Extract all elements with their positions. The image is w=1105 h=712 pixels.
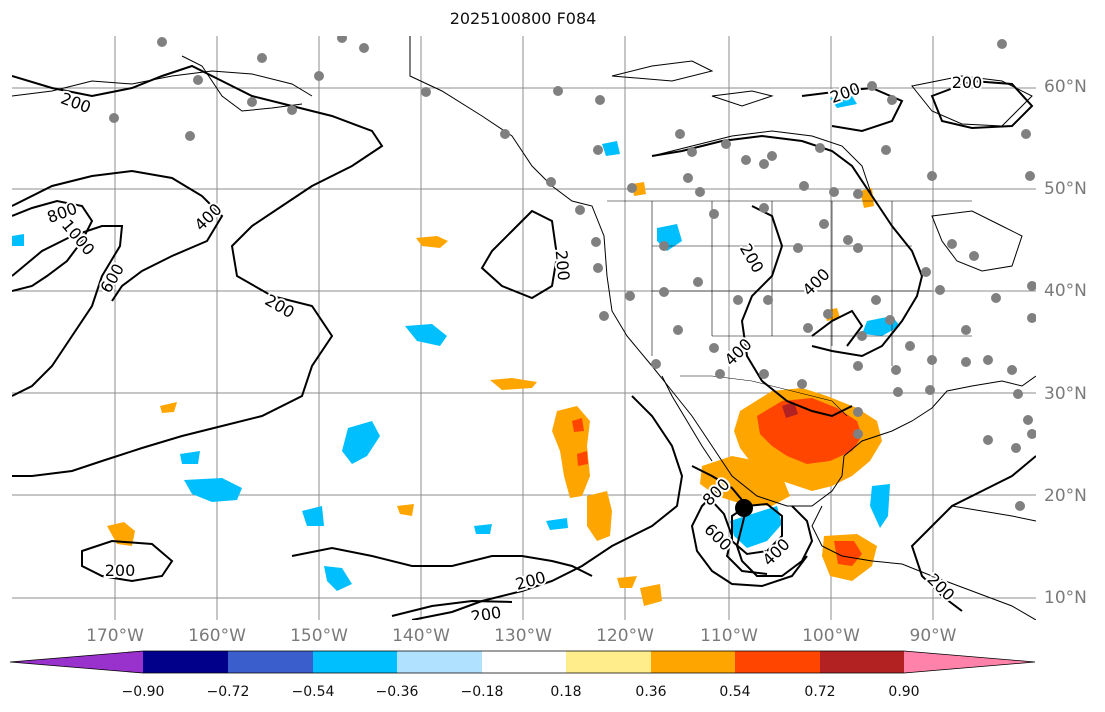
lon-label-120w: 120°W xyxy=(596,626,654,646)
positive-field-orange xyxy=(107,182,882,606)
lon-label-160w: 160°W xyxy=(188,626,246,646)
lat-label-30n: 30°N xyxy=(1044,384,1087,404)
colorbar-tick: 0.90 xyxy=(888,684,920,700)
lon-label-100w: 100°W xyxy=(802,626,860,646)
storm-center-marker xyxy=(735,499,753,517)
colorbar-tick: 0.18 xyxy=(550,684,582,700)
colorbar-swatch xyxy=(482,651,566,673)
contour-label: 600 xyxy=(700,520,735,555)
colorbar-swatch xyxy=(566,651,651,673)
contour-label: 200 xyxy=(262,290,298,322)
colorbar-swatch xyxy=(820,651,904,673)
graticule xyxy=(12,36,1036,620)
contour-label: 400 xyxy=(721,335,756,370)
contour-label: 200 xyxy=(513,568,547,594)
colorbar-tick: −0.54 xyxy=(291,684,335,700)
lat-label-60n: 60°N xyxy=(1044,77,1087,97)
colorbar-swatch xyxy=(313,651,397,673)
colorbar-tick: 0.72 xyxy=(804,684,836,700)
lat-label-10n: 10°N xyxy=(1044,588,1087,608)
lon-label-90w: 90°W xyxy=(909,626,957,646)
colorbar-tick: −0.72 xyxy=(206,684,250,700)
contour-label: 200 xyxy=(952,73,983,92)
map-panel: 200 200 200 200 200 200 200 200 200 200 … xyxy=(12,36,1036,620)
colorbar-tick: 0.54 xyxy=(719,684,751,700)
colorbar-tick: −0.18 xyxy=(460,684,504,700)
colorbar-swatch xyxy=(651,651,735,673)
lat-label-50n: 50°N xyxy=(1044,179,1087,199)
contour-label: 200 xyxy=(469,603,502,620)
contour-label: 200 xyxy=(828,79,863,107)
colorbar-tick: −0.90 xyxy=(121,684,165,700)
lon-label-110w: 110°W xyxy=(700,626,758,646)
colorbar-swatch xyxy=(904,651,1035,673)
contour-label: 200 xyxy=(736,240,768,276)
contour-label: 400 xyxy=(191,200,226,235)
colorbar-swatch xyxy=(735,651,820,673)
colorbar-swatch xyxy=(397,651,482,673)
lat-label-20n: 20°N xyxy=(1044,486,1087,506)
station-dots xyxy=(109,36,1036,511)
height-contours xyxy=(12,64,1036,620)
contour-label: 200 xyxy=(552,249,574,281)
colorbar-tick: 0.36 xyxy=(635,684,667,700)
map-title: 2025100800 F084 xyxy=(449,9,597,28)
colorbar-swatch xyxy=(228,651,313,673)
lon-label-140w: 140°W xyxy=(392,626,450,646)
lon-label-170w: 170°W xyxy=(86,626,144,646)
contour-label: 200 xyxy=(58,89,93,117)
contour-label: 200 xyxy=(105,561,136,580)
lon-label-150w: 150°W xyxy=(290,626,348,646)
negative-field-blue xyxy=(12,96,900,591)
lon-label-130w: 130°W xyxy=(494,626,552,646)
lat-label-40n: 40°N xyxy=(1044,281,1087,301)
colorbar xyxy=(10,650,1036,674)
colorbar-swatch xyxy=(10,651,143,673)
colorbar-swatch xyxy=(143,651,228,673)
contour-label: 400 xyxy=(799,265,834,300)
colorbar-tick: −0.36 xyxy=(375,684,419,700)
